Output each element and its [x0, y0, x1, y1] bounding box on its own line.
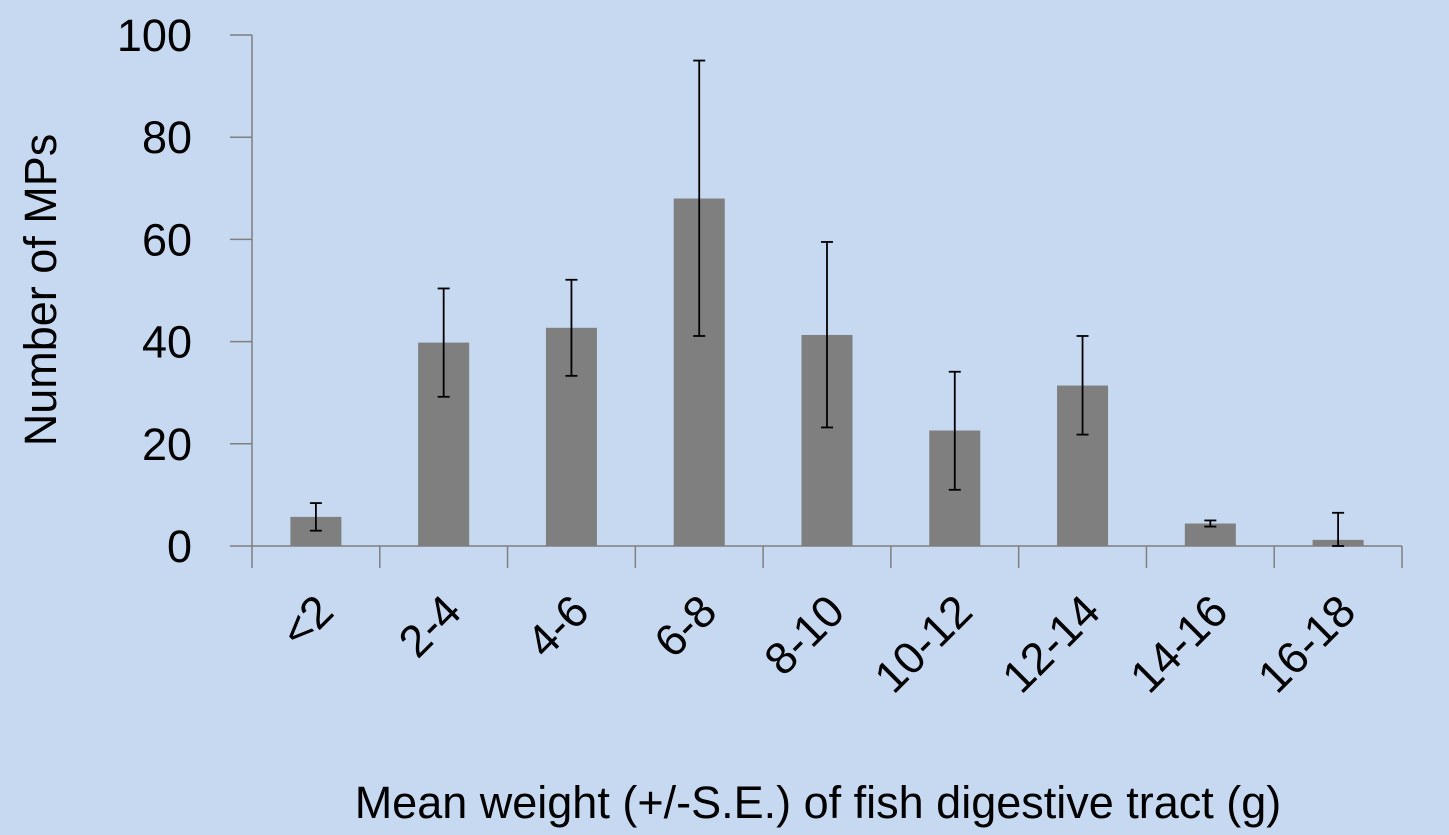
y-axis [230, 34, 253, 547]
error-bar [821, 241, 833, 429]
x-axis [251, 545, 1403, 568]
x-tick-label: 14-16 [1120, 585, 1237, 702]
error-bar [309, 502, 322, 532]
y-axis-title: Number of MPs [15, 134, 66, 447]
x-tick-label: 8-10 [754, 585, 854, 685]
y-tick-label: 0 [167, 521, 192, 572]
error-bar [1204, 519, 1217, 528]
y-tick-label: 20 [142, 419, 192, 470]
x-tick-label: 2-4 [389, 585, 471, 667]
error-bar [1076, 335, 1089, 436]
x-tick-label: 6-8 [644, 585, 726, 667]
y-tick-label: 100 [117, 10, 192, 61]
error-bar [693, 59, 706, 337]
x-tick-label: 4-6 [516, 585, 598, 667]
error-bar [1332, 511, 1345, 547]
x-tick-label: 10-12 [864, 585, 981, 702]
y-tick-label: 40 [142, 317, 192, 368]
error-bar [565, 278, 578, 377]
error-bars [309, 59, 1345, 547]
y-tick-label: 60 [142, 214, 192, 265]
y-tick-label: 80 [142, 112, 192, 163]
error-bar [948, 370, 961, 491]
x-tick-label: 16-18 [1248, 585, 1365, 702]
bars [290, 198, 1364, 546]
x-tick-label: 12-14 [992, 585, 1109, 702]
error-bar [437, 287, 450, 398]
x-tick-labels: <2 2-4 4-6 6-8 8-10 10-12 12-14 14-16 16-18 [271, 585, 1366, 702]
bar [1184, 523, 1236, 546]
x-axis-title: Mean weight (+/-S.E.) of fish digestive … [355, 777, 1282, 828]
y-tick-labels: 0 20 40 60 80 100 [117, 10, 192, 572]
x-tick-label: <2 [271, 585, 343, 657]
